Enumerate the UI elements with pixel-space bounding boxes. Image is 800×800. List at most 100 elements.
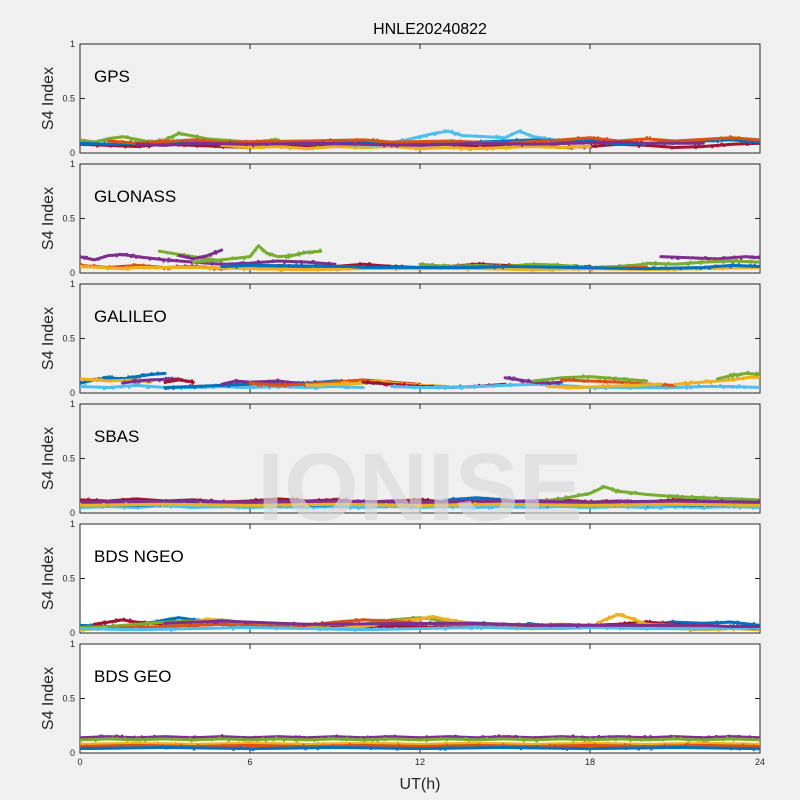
data-point [325,628,328,631]
data-point [96,145,99,148]
data-point [384,503,387,506]
data-point [249,261,253,264]
data-point [464,742,467,745]
data-point [260,621,264,624]
data-point [300,262,303,265]
data-point [159,138,162,141]
data-point [727,376,730,380]
data-point [722,256,725,259]
data-point [522,741,526,744]
data-point [435,735,438,738]
data-point [502,267,505,270]
data-point [141,374,144,377]
data-point [97,377,100,380]
data-point [98,139,101,142]
data-point [186,379,189,382]
data-point [279,269,282,273]
data-point [398,383,401,386]
data-point [317,147,320,150]
data-point [445,743,448,746]
data-point [291,260,294,263]
data-point [718,138,721,141]
data-point [165,747,168,750]
data-point [108,375,111,378]
data-point [461,135,464,138]
data-point [382,141,386,144]
data-point [690,380,693,383]
data-point [203,503,206,506]
data-point [247,256,251,259]
data-point [618,264,621,267]
data-point [597,734,600,738]
data-point [731,375,734,379]
data-point [549,146,552,149]
data-point [626,140,630,143]
data-point [239,746,242,749]
data-point [258,621,261,624]
data-point [750,138,753,141]
data-point [610,141,613,144]
data-point [173,618,176,622]
data-point [108,136,111,140]
data-point [627,383,631,386]
data-point [327,261,331,264]
data-point [649,387,652,390]
data-point [87,264,90,267]
data-point [348,265,351,268]
data-point [709,382,713,385]
data-point [175,621,178,624]
data-point [183,264,187,267]
data-point [403,382,406,385]
data-point [256,259,260,263]
data-point [716,264,719,268]
data-point [118,145,121,148]
data-point [316,743,319,746]
data-point [171,136,174,140]
data-point [235,620,238,623]
data-point [93,736,96,739]
data-point [121,139,124,143]
data-point [474,738,477,741]
data-point [195,504,198,507]
data-point [453,147,457,150]
data-point [195,137,198,141]
y-tick-label: 0.5 [62,334,75,344]
satellite-track [80,503,760,510]
data-point [183,506,186,509]
data-point [444,624,447,627]
data-point [463,135,466,138]
data-point [574,505,578,508]
data-point [737,136,740,139]
data-point [264,142,267,145]
data-point [599,144,603,147]
data-point [496,383,499,387]
data-point [194,737,197,740]
data-point [110,386,113,389]
data-point [532,504,535,508]
data-point [504,148,508,151]
data-point [522,739,525,742]
data-point [725,736,729,739]
data-point [527,379,530,382]
data-point [572,269,575,272]
data-point [164,381,167,385]
data-point [583,742,586,745]
data-point [417,736,420,739]
data-point [127,268,130,271]
data-point [671,142,674,145]
data-point [702,495,705,499]
data-point [571,737,574,740]
data-point [355,265,359,268]
data-point [659,385,662,388]
data-point [704,739,707,742]
data-point [534,736,537,739]
data-point [754,261,757,264]
data-point [84,738,87,741]
data-point [129,620,133,623]
data-point [278,260,281,263]
panel-label: BDS NGEO [94,547,184,566]
data-point [259,260,262,263]
data-point [436,145,439,149]
data-point [626,263,630,267]
